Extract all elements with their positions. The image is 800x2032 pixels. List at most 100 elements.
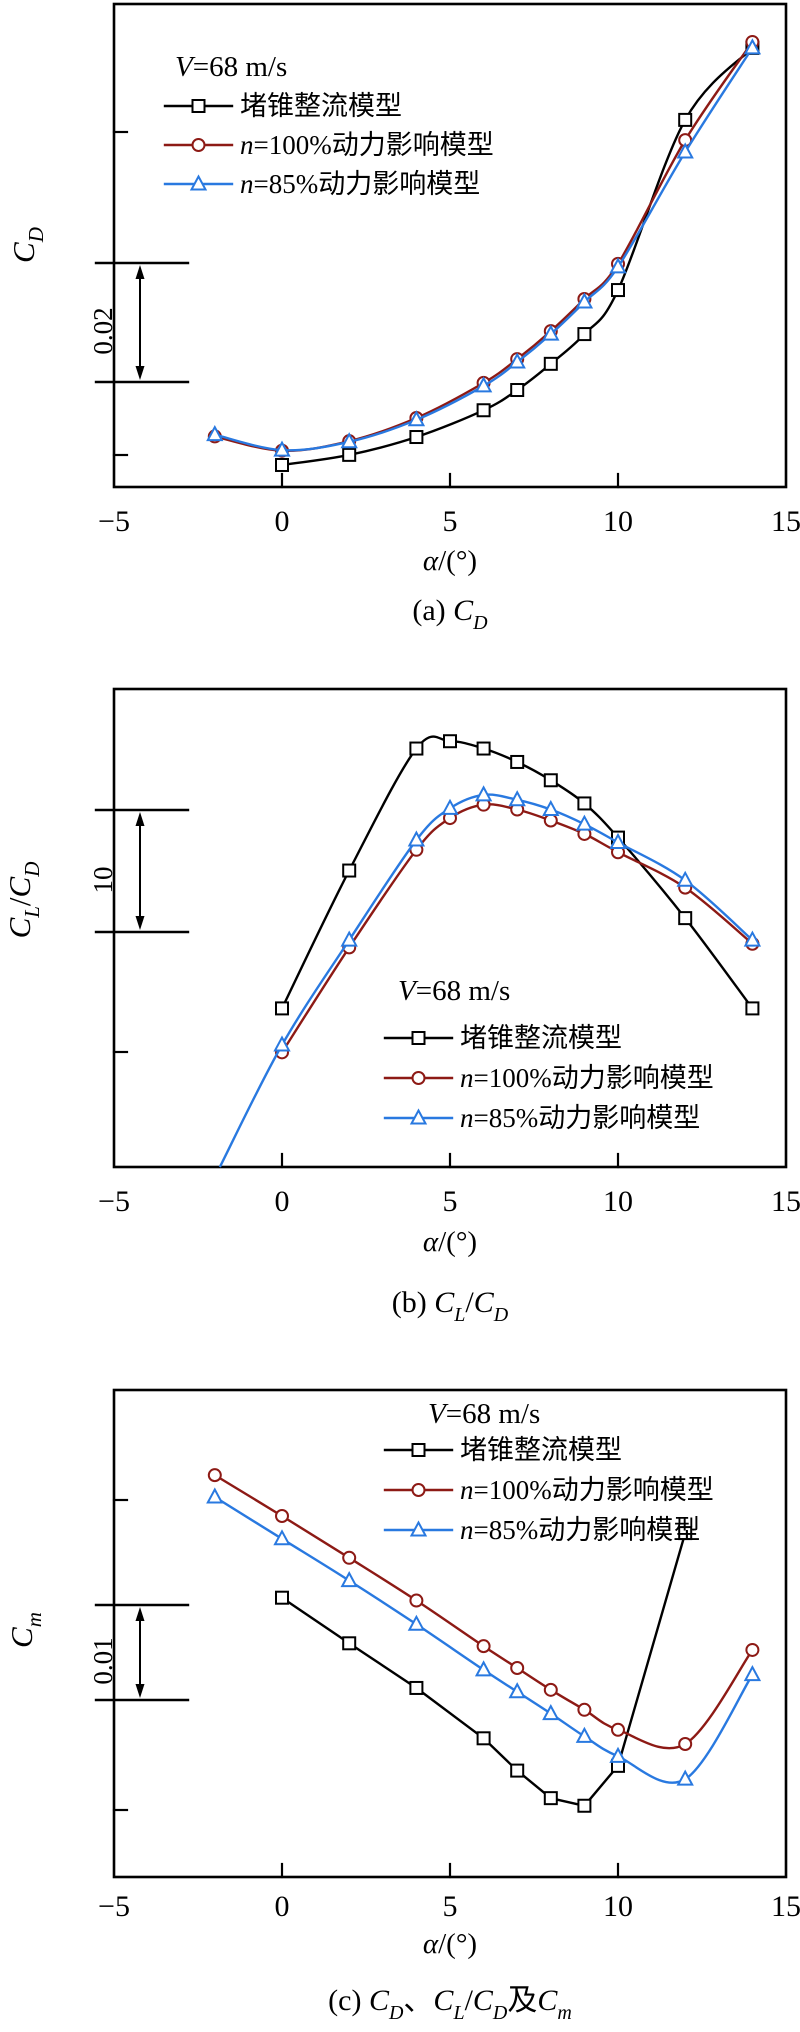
chart-caption: (c) CD、CL/CD及Cm <box>328 1984 572 2024</box>
legend-item: n=85%动力影响模型 <box>383 1515 700 1545</box>
arrow-up-icon <box>135 1607 145 1621</box>
triangle-marker <box>743 38 762 55</box>
square-marker <box>543 356 558 371</box>
scale-bar: 0.02 <box>88 261 190 384</box>
triangle-marker <box>441 798 459 815</box>
chart-c: −5 0 5 10 15 0.01 V=68 m/s 堵锥整流模型 n=100%动力影响模型 n=… <box>4 1388 800 2024</box>
triangle-marker <box>474 1660 493 1677</box>
y-axis-title: CL/CD <box>2 862 44 939</box>
triangle-marker <box>609 832 627 849</box>
series-line <box>280 803 754 1053</box>
legend-item: 堵锥整流模型 <box>163 91 402 121</box>
legend-item: 堵锥整流模型 <box>383 1023 622 1053</box>
series-dark_red <box>207 1468 760 1751</box>
chart-a-axes: −5 0 5 10 15 <box>98 2 800 538</box>
circle-marker <box>543 1682 558 1697</box>
x-tick-label-0: 0 <box>275 1185 290 1218</box>
square-marker <box>275 1590 289 1605</box>
circle-marker <box>745 1642 760 1657</box>
legend-item-label: n=85%动力影响模型 <box>240 169 480 199</box>
circle-marker <box>543 813 558 828</box>
chart-a: −5 0 5 10 15 0.02 V=68 m/s 堵锥整流模型 n=100%动力影响模型 n=… <box>6 2 800 634</box>
triangle-marker <box>542 1703 560 1721</box>
circle-marker <box>409 1593 424 1608</box>
square-marker <box>275 1001 289 1016</box>
triangle-marker <box>542 799 560 817</box>
circle-marker <box>342 1550 357 1565</box>
triangle-marker <box>340 930 358 947</box>
square-marker <box>476 403 491 418</box>
square-marker <box>342 1636 357 1651</box>
triangle-marker <box>575 292 594 309</box>
scale-bar-label: 0.01 <box>88 1637 118 1684</box>
x-tick-label-0: 0 <box>275 505 290 538</box>
square-marker <box>678 1526 693 1541</box>
square-marker <box>611 283 625 298</box>
x-axis-title: α/(°) <box>423 545 477 577</box>
y-axis-title: CD <box>6 227 48 263</box>
legend-velocity-label: V=68 m/s <box>175 51 287 83</box>
triangle-marker <box>474 785 493 802</box>
triangle-marker <box>575 1726 594 1743</box>
circle-marker <box>275 1509 289 1523</box>
square-marker <box>543 773 558 788</box>
triangle-marker <box>409 1520 428 1537</box>
legend-item-label: n=85%动力影响模型 <box>460 1103 700 1133</box>
x-tick-label-15: 15 <box>771 1185 800 1218</box>
square-marker <box>510 1763 525 1778</box>
series-line <box>214 47 754 452</box>
triangle-marker <box>609 1746 627 1763</box>
series-blue <box>206 38 762 457</box>
square-marker <box>476 741 491 756</box>
scale-bar-label: 0.02 <box>88 307 118 354</box>
chart-caption: (b) CL/CD <box>392 1286 509 1326</box>
legend-velocity-label: V=68 m/s <box>428 1398 540 1430</box>
triangle-marker <box>676 870 694 887</box>
square-marker <box>543 1791 558 1806</box>
square-marker <box>510 754 525 769</box>
square-marker <box>577 796 592 811</box>
square-marker <box>342 447 357 462</box>
triangle-marker <box>508 352 526 369</box>
legend: V=68 m/s 堵锥整流模型 n=100%动力影响模型 n=85%动力影响模型 <box>383 975 714 1133</box>
series-black <box>275 734 760 1016</box>
x-tick-label-15: 15 <box>771 1890 800 1923</box>
y-axis-title: Cm <box>4 1612 46 1648</box>
x-tick-label-10: 10 <box>603 1185 633 1218</box>
circle-marker <box>411 1483 426 1497</box>
plot-border <box>112 1388 788 1879</box>
square-marker <box>577 1798 592 1813</box>
x-tick-label--5: −5 <box>98 1185 130 1218</box>
x-tick-label-15: 15 <box>771 505 800 538</box>
circle-marker <box>510 1661 525 1675</box>
legend-item: n=100%动力影响模型 <box>383 1475 714 1505</box>
x-tick-label--5: −5 <box>98 1890 130 1923</box>
triangle-marker <box>340 1570 358 1588</box>
square-marker <box>678 112 693 127</box>
series-blue <box>206 1487 762 1786</box>
scale-bar-label: 10 <box>88 867 118 894</box>
scale-bar: 0.01 <box>88 1603 190 1702</box>
circle-marker <box>678 1737 693 1751</box>
arrow-down-icon <box>135 366 145 380</box>
legend: V=68 m/s 堵锥整流模型 n=100%动力影响模型 n=85%动力影响模型 <box>383 1398 714 1545</box>
circle-marker <box>577 1702 592 1717</box>
triangle-marker <box>542 324 560 341</box>
triangle-marker <box>609 257 627 274</box>
x-tick-label-5: 5 <box>443 1185 458 1218</box>
series-dark_red <box>275 797 760 1060</box>
legend: V=68 m/s 堵锥整流模型 n=100%动力影响模型 n=85%动力影响模型 <box>163 51 494 199</box>
legend-item: n=100%动力影响模型 <box>163 130 494 160</box>
triangle-marker <box>575 814 594 831</box>
triangle-marker <box>273 1035 291 1052</box>
legend-item: n=85%动力影响模型 <box>163 169 480 199</box>
arrow-down-icon <box>135 916 145 930</box>
triangle-marker <box>407 1614 426 1631</box>
arrow-up-icon <box>135 265 145 279</box>
triangle-marker <box>273 440 291 457</box>
x-tick-label-5: 5 <box>443 505 458 538</box>
triangle-marker <box>340 432 358 449</box>
chart-c-axes: −5 0 5 10 15 <box>98 1388 800 1923</box>
